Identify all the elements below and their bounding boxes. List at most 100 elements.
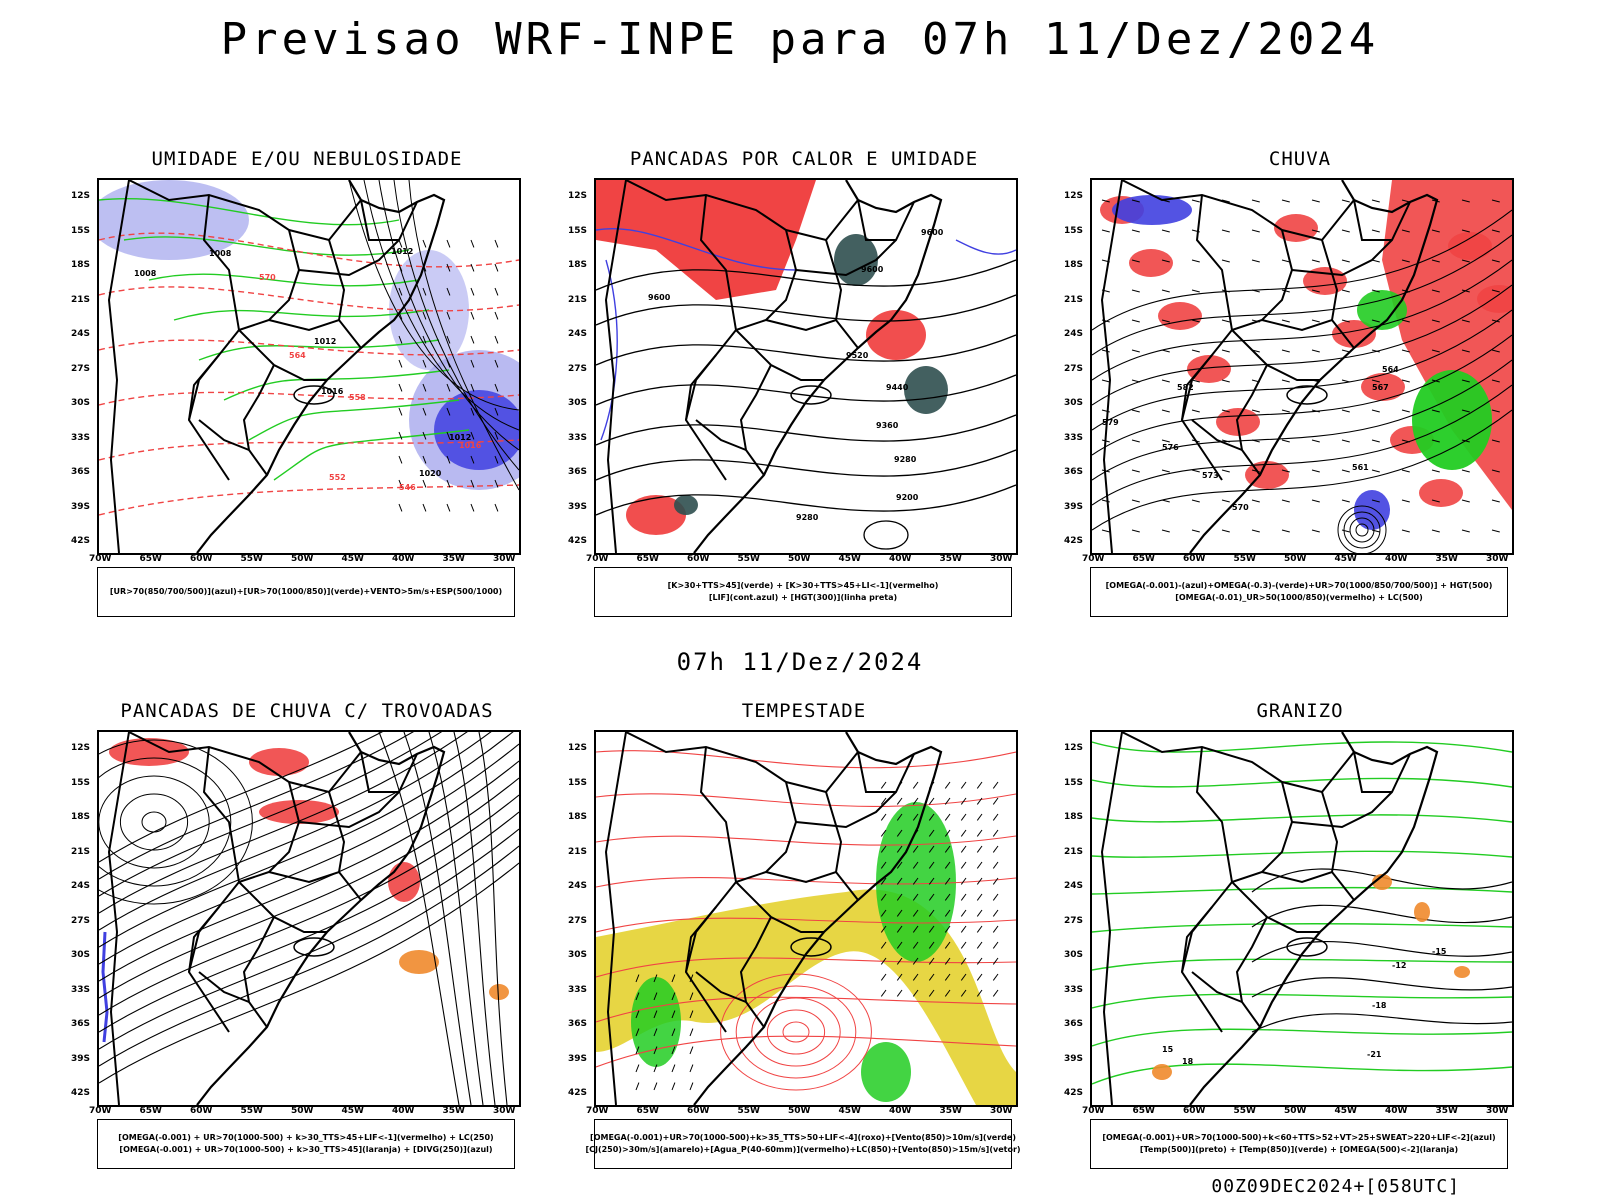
- wind-vector: [880, 909, 887, 917]
- longitude-label: 50W: [291, 554, 314, 564]
- wind-vector: [671, 1010, 676, 1019]
- streamline-arrow: [1311, 199, 1320, 203]
- latitude-label: 21S: [1064, 846, 1084, 857]
- streamline-arrow: [1251, 409, 1260, 413]
- streamline-arrow: [1101, 379, 1110, 383]
- wind-vector: [689, 1064, 694, 1073]
- streamline-arrow: [1221, 199, 1230, 203]
- wind-vector: [896, 909, 903, 917]
- latitude-label: 30S: [1064, 398, 1084, 408]
- latitude-label: 27S: [71, 915, 91, 926]
- wind-vector: [928, 813, 935, 821]
- wind-vector: [912, 957, 919, 965]
- lagoon-outline: [293, 385, 335, 405]
- streamline-arrow: [1251, 499, 1260, 503]
- streamline-arrow: [1161, 379, 1170, 383]
- wind-vector: [976, 861, 983, 869]
- wind-vector: [422, 287, 427, 296]
- wind-vector: [960, 973, 967, 981]
- contour-label: 567: [1372, 383, 1389, 392]
- country-border: [1191, 971, 1243, 1003]
- country-border: [242, 916, 275, 1028]
- wind-vector: [928, 861, 935, 869]
- country-border: [795, 201, 915, 277]
- omega-area: [1112, 195, 1192, 225]
- country-border: [684, 354, 727, 481]
- lagoon-outline: [1286, 937, 1328, 957]
- wind-vector: [912, 813, 919, 821]
- latitude-label: 33S: [568, 984, 588, 995]
- country-border: [765, 870, 859, 901]
- rain-area: [1129, 249, 1173, 277]
- streamline-arrow: [1341, 409, 1350, 413]
- panel-title: TEMPESTADE: [741, 700, 867, 722]
- streamline-arrow: [1371, 229, 1380, 233]
- longitude-label: 70W: [89, 1106, 112, 1116]
- height-contour: [596, 414, 1016, 446]
- latitude-label: 21S: [568, 294, 588, 305]
- streamline-arrow: [1311, 349, 1320, 353]
- showers-area: [399, 950, 439, 974]
- streamline-arrow: [1371, 349, 1380, 353]
- thickness-contour: [99, 391, 519, 406]
- streamline-arrow: [1191, 469, 1200, 473]
- country-border: [328, 239, 346, 321]
- wind-vector: [944, 941, 951, 949]
- wind-vector: [446, 311, 451, 320]
- streamline-arrow: [1491, 229, 1500, 233]
- wind-vector: [689, 992, 694, 1001]
- streamline-arrow: [1491, 439, 1500, 443]
- longitude-label: 65W: [1132, 1106, 1155, 1116]
- contour-label: 18: [1182, 1057, 1194, 1066]
- latitude-label: 42S: [71, 536, 91, 546]
- wind-vector: [689, 1028, 694, 1037]
- contour-label: 576: [1162, 443, 1179, 452]
- country-border: [1281, 751, 1355, 794]
- streamline-arrow: [1221, 229, 1230, 233]
- latitude-label: 39S: [568, 1053, 588, 1064]
- wind-vector: [944, 989, 951, 997]
- contour-label: 9360: [876, 421, 899, 430]
- streamline-arrow: [1101, 349, 1110, 353]
- wind-vector: [470, 407, 475, 416]
- latitude-label: 30S: [568, 950, 588, 960]
- streamline-arrow: [1281, 409, 1290, 413]
- wind-vector: [653, 1064, 658, 1073]
- longitude-label: 45W: [341, 554, 364, 564]
- instability-area: [596, 180, 816, 300]
- wind-vector: [446, 455, 451, 464]
- coastline: [693, 732, 943, 1105]
- wind-vector: [944, 845, 951, 853]
- streamline-arrow: [1431, 259, 1440, 263]
- wind-vector: [494, 383, 499, 392]
- wind-vector: [896, 861, 903, 869]
- country-border: [187, 354, 230, 481]
- latitude-label: 15S: [71, 225, 91, 236]
- rain-area: [1158, 302, 1202, 330]
- streamline-arrow: [1341, 199, 1350, 203]
- longitude-label: 40W: [889, 554, 912, 564]
- streamline-arrow: [1191, 379, 1200, 383]
- latitude-label: 18S: [1064, 812, 1084, 822]
- longitude-label: 30W: [990, 554, 1013, 564]
- wind-vector: [992, 973, 999, 981]
- wind-vector: [398, 479, 403, 488]
- precipitable-water-contour: [596, 996, 1016, 1023]
- streamline-arrow: [1161, 469, 1170, 473]
- country-border: [1353, 751, 1392, 793]
- streamline-arrow: [1191, 319, 1200, 323]
- coastline: [693, 180, 943, 553]
- streamline-arrow: [1131, 529, 1140, 533]
- streamline: [99, 777, 519, 999]
- height-contour: [1092, 284, 1512, 406]
- wind-vector: [880, 861, 887, 869]
- legend-text: [K>30+TTS>45](verde) + [K>30+TTS>45+LI<-…: [667, 581, 939, 590]
- wind-vector: [896, 973, 903, 981]
- lifted-index-contour: [600, 259, 618, 441]
- country-border: [695, 971, 747, 1003]
- streamline: [99, 760, 519, 982]
- streamline-arrow: [1131, 349, 1140, 353]
- thunderstorm-area: [388, 862, 420, 902]
- wind-vector: [446, 359, 451, 368]
